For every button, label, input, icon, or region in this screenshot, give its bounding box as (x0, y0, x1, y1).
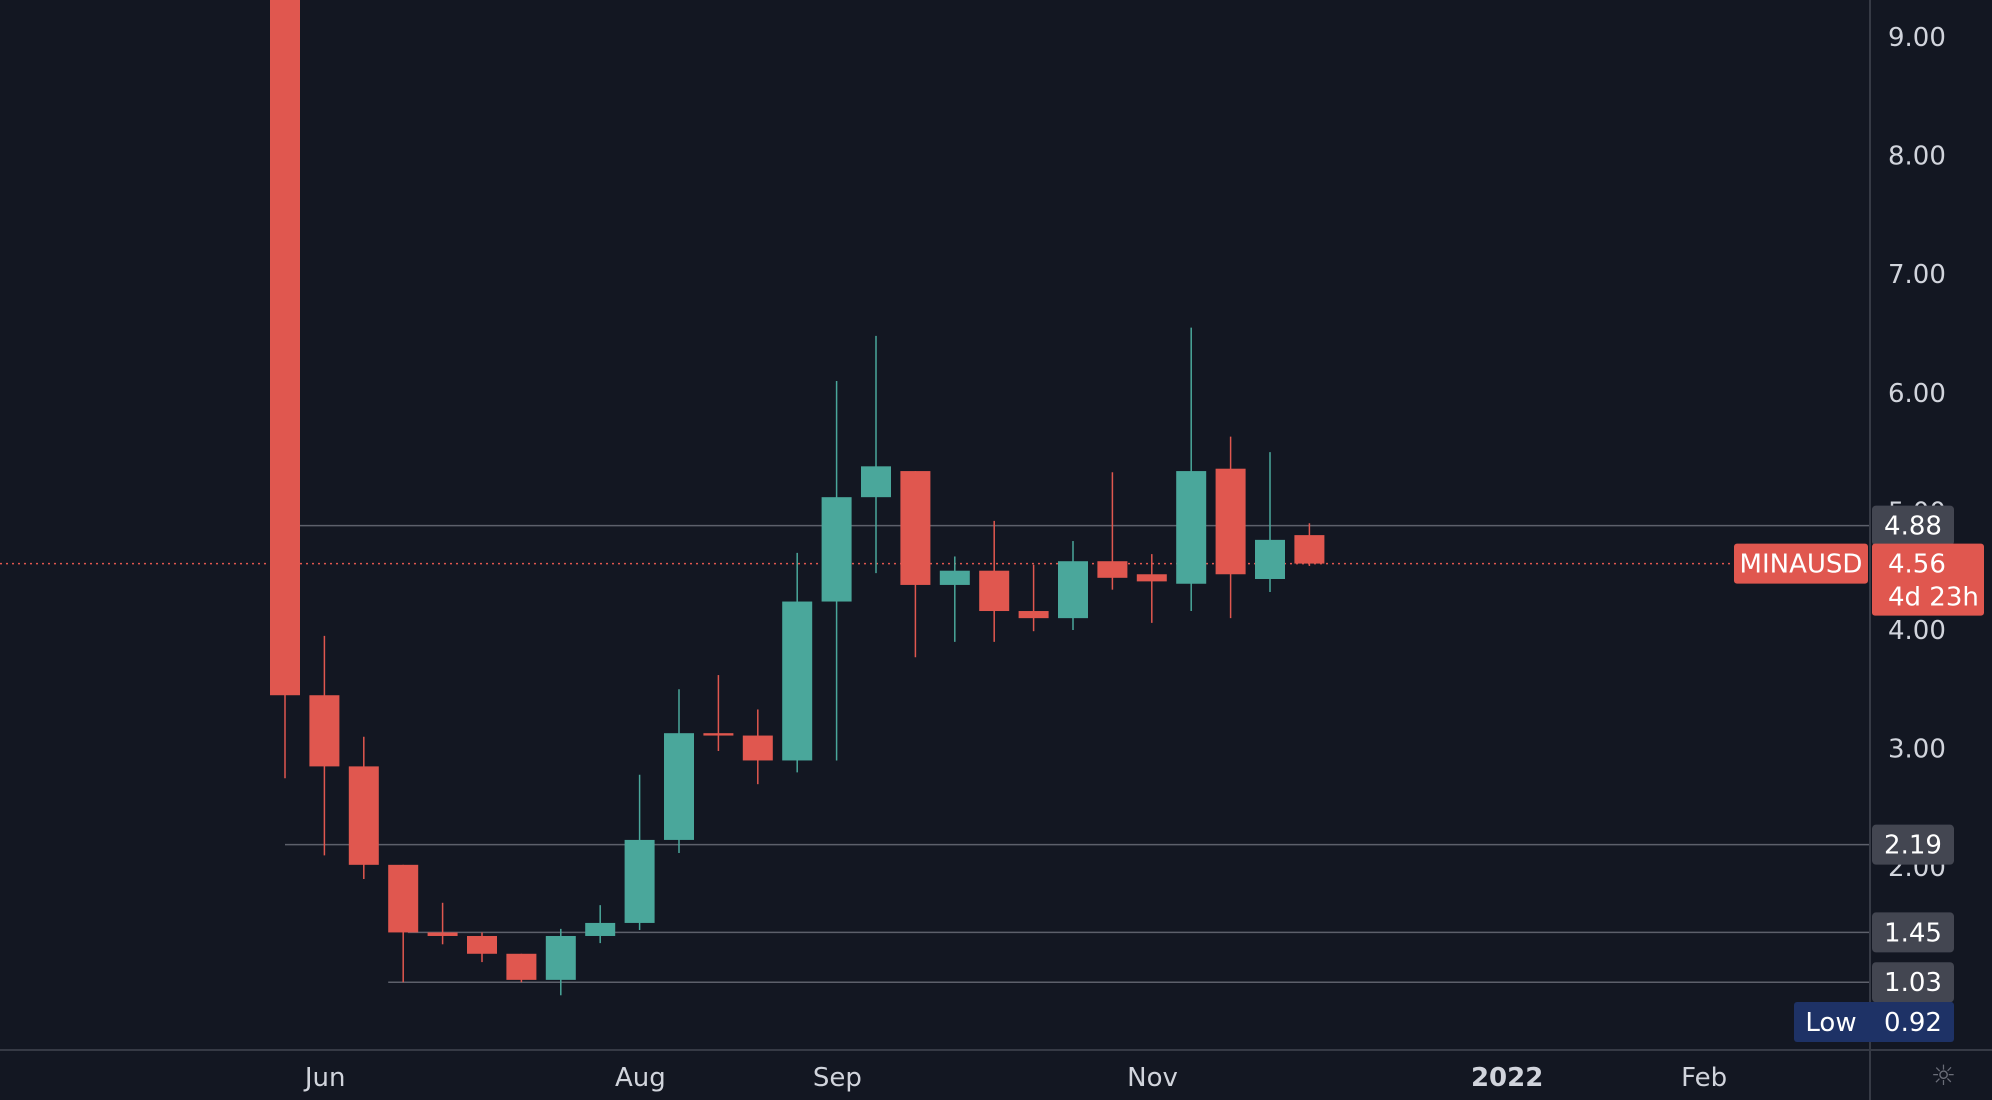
candle[interactable] (1294, 523, 1325, 566)
candle[interactable] (900, 471, 931, 658)
candle-body (1058, 561, 1088, 619)
price-tick-label: 7.00 (1888, 260, 1946, 290)
candle[interactable] (1176, 327, 1207, 612)
candle-body (388, 864, 419, 933)
candle-body (624, 839, 655, 923)
horizontal-levels (285, 524, 1870, 983)
candle[interactable] (467, 932, 497, 963)
candle[interactable] (703, 675, 734, 751)
level-badge (1872, 962, 1954, 1003)
last-price-label: 4.56 (1888, 550, 1946, 580)
candle-body (979, 570, 1010, 612)
time-tick-label: Jun (303, 1063, 346, 1093)
candle[interactable] (979, 520, 1010, 642)
candle-body (506, 953, 537, 980)
level-badge-label: 2.19 (1884, 831, 1942, 861)
candle-body (270, 0, 300, 696)
price-tick-label: 3.00 (1888, 735, 1946, 765)
candle-body (664, 733, 694, 840)
candle-body (545, 935, 576, 980)
level-badge-label: 4.88 (1884, 512, 1942, 542)
price-tick-label: 6.00 (1888, 379, 1946, 409)
candle-body (939, 570, 970, 585)
candle-body (703, 733, 734, 736)
level-badge (1872, 505, 1954, 546)
candle[interactable] (1136, 554, 1167, 623)
low-badge (1794, 1002, 1954, 1042)
time-tick-label: 2022 (1471, 1063, 1543, 1093)
low-badge-value: 0.92 (1884, 1008, 1942, 1038)
time-tick-label: Aug (615, 1063, 666, 1093)
candle[interactable] (1018, 564, 1049, 632)
candle[interactable] (270, 0, 300, 779)
last-price-badge (1872, 543, 1984, 616)
candle[interactable] (664, 689, 694, 853)
time-tick-label: Nov (1127, 1063, 1178, 1093)
low-badge-label: Low (1805, 1008, 1856, 1038)
candle[interactable] (821, 380, 852, 761)
candle[interactable] (545, 928, 576, 996)
countdown-label: 4d 23h (1888, 583, 1979, 613)
candle-body (1215, 468, 1246, 575)
candle[interactable] (861, 335, 891, 574)
candle[interactable] (624, 774, 655, 931)
candles (270, 0, 1325, 996)
candle[interactable] (1255, 452, 1285, 593)
candle[interactable] (939, 556, 970, 642)
candle-body (427, 932, 458, 936)
price-tick-label: 9.00 (1888, 23, 1946, 53)
candle-body (900, 471, 931, 585)
candle-body (467, 935, 497, 954)
settings-sun-icon[interactable]: ☼ (1930, 1059, 1956, 1092)
candle-body (1294, 535, 1325, 564)
candle-body (782, 601, 813, 761)
price-tick-label: 4.00 (1888, 616, 1946, 646)
candle[interactable] (506, 953, 537, 983)
candle-body (742, 735, 773, 761)
candle-body (348, 766, 379, 865)
level-badge-label: 1.03 (1884, 968, 1942, 998)
candle-body (1097, 561, 1128, 578)
candle-body (1136, 574, 1167, 582)
level-badge (1872, 912, 1954, 953)
time-tick-label: Sep (813, 1063, 862, 1093)
candle-body (1176, 471, 1207, 584)
candle-body (585, 922, 616, 936)
candle[interactable] (782, 552, 813, 773)
time-axis[interactable]: Jun Aug Sep Nov 2022 Feb (303, 1063, 1727, 1093)
level-badge (1872, 824, 1954, 865)
candle[interactable] (348, 736, 379, 880)
candle[interactable] (388, 864, 419, 983)
candle[interactable] (585, 905, 616, 944)
symbol-badge[interactable] (1734, 543, 1868, 584)
time-tick-label: Feb (1681, 1063, 1727, 1093)
candle-body (1018, 611, 1049, 619)
level-badge-label: 1.45 (1884, 918, 1942, 948)
candle[interactable] (309, 635, 340, 856)
candle[interactable] (742, 709, 773, 785)
price-tick-label: 8.00 (1888, 142, 1946, 172)
candle[interactable] (427, 902, 458, 945)
candle-body (821, 497, 852, 602)
candle-body (309, 695, 340, 767)
candle[interactable] (1215, 436, 1246, 619)
candle-body (1255, 539, 1285, 580)
candle[interactable] (1097, 472, 1128, 590)
candle-body (861, 466, 891, 498)
candle[interactable] (1058, 541, 1088, 630)
symbol-label: MINAUSD (1740, 550, 1863, 580)
